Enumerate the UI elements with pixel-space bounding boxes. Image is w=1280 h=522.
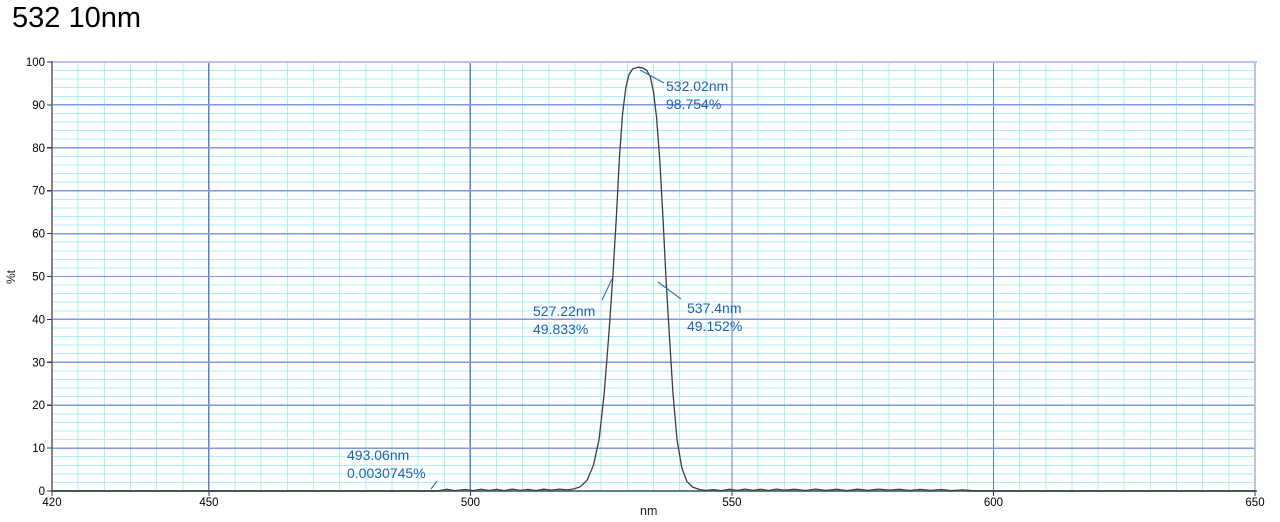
x-tick-label: 550 [722, 497, 741, 509]
y-tick-label: 20 [32, 400, 45, 412]
annotation-transmission: 0.0030745% [347, 465, 426, 481]
x-tick-label: 650 [1245, 497, 1264, 509]
y-tick-label: 10 [32, 443, 45, 455]
annotation-leader-line [430, 480, 438, 490]
annotation-right-half-max: 537.4nm 49.152% [687, 299, 742, 335]
annotation-peak: 532.02nm 98.754% [666, 77, 728, 113]
x-tick-label: 600 [984, 497, 1003, 509]
annotation-wavelength: 527.22nm [533, 303, 596, 319]
spectrum-curve [51, 66, 1256, 492]
y-tick-label: 0 [39, 486, 45, 498]
y-tick-label: 30 [32, 357, 45, 369]
y-tick-label: 80 [32, 143, 45, 155]
annotation-leader-line [639, 69, 665, 84]
y-tick-label: 90 [32, 100, 45, 112]
y-tick-label: 70 [32, 186, 45, 198]
x-tick-label: 450 [199, 497, 218, 509]
y-tick-label: 50 [32, 272, 45, 284]
annotation-left-half-max: 527.22nm 49.833% [533, 302, 595, 338]
annotation-blocking-floor: 493.06nm 0.0030745% [347, 446, 426, 482]
chart-title: 532 10nm [12, 2, 141, 34]
y-tick-label: 60 [32, 229, 45, 241]
annotation-wavelength: 532.02nm [666, 78, 729, 94]
annotation-leader-line [601, 278, 613, 301]
x-axis-label: nm [640, 504, 658, 518]
annotation-transmission: 98.754% [666, 96, 722, 112]
y-tick-label: 100 [26, 57, 45, 69]
x-tick-label: 500 [461, 497, 480, 509]
annotation-transmission: 49.833% [533, 321, 589, 337]
y-axis-label: %t [4, 270, 18, 285]
y-tick-label: 40 [32, 314, 45, 326]
annotation-wavelength: 493.06nm [347, 447, 410, 463]
x-tick-label: 420 [42, 497, 61, 509]
annotation-transmission: 49.152% [687, 318, 743, 334]
annotation-leader-line [657, 281, 682, 300]
annotation-wavelength: 537.4nm [687, 300, 742, 316]
